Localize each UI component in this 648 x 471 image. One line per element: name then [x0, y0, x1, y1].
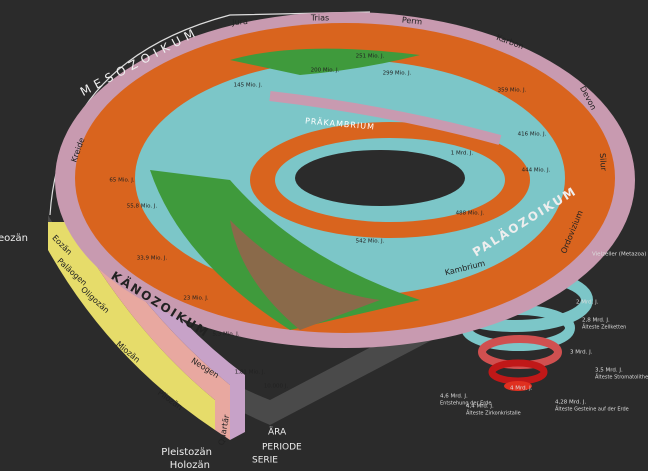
period-label: Perm	[401, 15, 422, 26]
deep-time-age: 4,4 Mrd. J.	[466, 404, 494, 410]
deep-time-note: Älteste Gesteine auf der Erde	[555, 406, 629, 413]
time-marker: 33,9 Mio. J.	[137, 256, 168, 262]
legend-label: PERIODE	[262, 443, 302, 453]
deep-time-age: 4,6 Mrd. J.	[440, 394, 468, 400]
time-marker: 251 Mio. J.	[356, 54, 385, 60]
deep-time-note: Älteste Stromatolithen	[595, 374, 648, 381]
spiral-core	[504, 381, 532, 391]
spiral-hole	[295, 150, 465, 206]
deep-time-note: Entstehung der Erde	[440, 401, 491, 407]
deep-time-age: 2,8 Mrd. J.	[582, 318, 610, 324]
epoch-label: Holozän	[170, 460, 210, 471]
series-strip	[48, 222, 215, 430]
time-marker: 542 Mio. J.	[356, 239, 385, 245]
deep-time-age: 4 Mrd. J.	[510, 386, 533, 392]
time-marker: 416 Mio. J.	[518, 132, 547, 138]
time-marker: 444 Mio. J.	[522, 168, 551, 174]
deep-time-age: 2 Mrd. J.	[576, 300, 599, 306]
deep-time-age: Vielzeller (Metazoa)	[592, 252, 646, 258]
time-marker: 55,8 Mio. J.	[127, 204, 158, 210]
deep-time-note: Älteste Zellketten	[582, 324, 626, 331]
period-label: Jura	[231, 17, 248, 27]
disc-side	[48, 215, 432, 425]
time-marker: 10.000 J.	[264, 384, 289, 390]
deep-time-note: Älteste Zirkonkristalle	[466, 410, 521, 417]
land-green	[230, 48, 420, 75]
period-label: Silur	[598, 153, 608, 172]
time-marker: 23 Mio. J.	[183, 296, 208, 302]
time-marker: 145 Mio. J.	[234, 83, 263, 89]
deep-time-age: 3 Mrd. J.	[570, 350, 593, 356]
precambrian-band	[269, 91, 502, 145]
deep-time-age: 4,28 Mrd. J.	[555, 400, 587, 406]
land-green	[150, 170, 420, 330]
epoch-label: Paleozän	[0, 233, 28, 244]
time-marker: 299 Mio. J.	[383, 71, 412, 77]
period-label: Trias	[310, 14, 329, 23]
legend-label: SERIE	[252, 456, 278, 466]
mountains	[230, 220, 380, 330]
epoch-label: Pleistozän	[161, 447, 212, 458]
time-marker: 5,3 Mio. J.	[213, 332, 240, 338]
time-marker: 488 Mio. J.	[456, 211, 485, 217]
deep-time-age: 3,5 Mrd. J.	[595, 368, 623, 374]
time-marker: 200 Mio. J.	[311, 68, 340, 74]
time-marker: 1,81 Mio. J.	[235, 370, 266, 376]
time-marker: 359 Mio. J.	[498, 88, 527, 94]
legend-label: ÄRA	[268, 427, 287, 438]
time-marker: 65 Mio. J.	[109, 178, 134, 184]
time-marker: 1 Mrd. J.	[451, 151, 474, 157]
